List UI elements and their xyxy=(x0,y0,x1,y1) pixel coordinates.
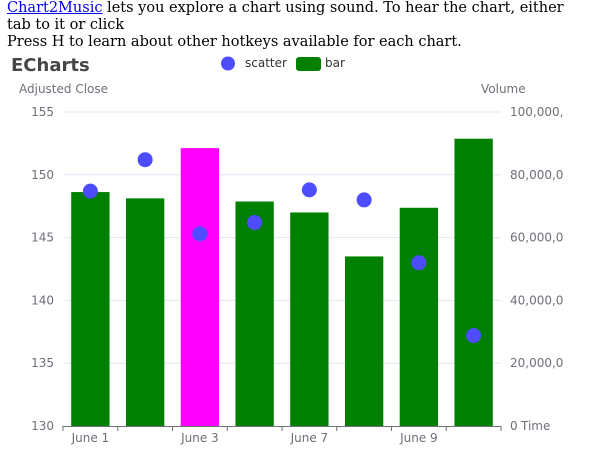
scatter-point[interactable] xyxy=(247,215,263,231)
intro-text: Chart2Music lets you explore a chart usi… xyxy=(7,0,590,51)
bar-series xyxy=(71,138,493,427)
bar[interactable] xyxy=(125,198,165,426)
x-tick-label: June 7 xyxy=(290,431,329,445)
chart2music-link[interactable]: Chart2Music xyxy=(7,0,103,16)
y-left-tick-label: 155 xyxy=(31,105,54,119)
x-tick-label: June 1 xyxy=(71,431,110,445)
scatter-point[interactable] xyxy=(411,255,427,271)
legend-item-scatter[interactable]: scatter xyxy=(221,56,287,71)
scatter-point[interactable] xyxy=(137,152,153,168)
y-right-tick-label: 40,000,0 xyxy=(510,293,563,307)
x-axis-suffix-label: Time xyxy=(520,419,550,433)
scatter-point[interactable] xyxy=(356,192,372,208)
scatter-point[interactable] xyxy=(301,182,317,198)
x-tick-label: June 3 xyxy=(180,431,219,445)
y-right-tick-label: 100,000, xyxy=(510,105,563,119)
y-right-tick-label: 20,000,0 xyxy=(510,356,563,370)
chart-title: ECharts xyxy=(11,55,90,76)
legend-scatter-swatch xyxy=(221,56,235,71)
x-tick-label: June 9 xyxy=(399,431,438,445)
y-axis-right-ticks: 100,000, 80,000,0 60,000,0 40,000,0 20,000,0… xyxy=(510,105,563,433)
legend-item-bar[interactable]: bar xyxy=(296,56,345,71)
bar[interactable] xyxy=(399,207,439,426)
bar[interactable] xyxy=(344,256,384,426)
y-left-tick-label: 145 xyxy=(31,231,54,245)
scatter-series xyxy=(82,152,482,344)
y-left-tick-label: 135 xyxy=(31,356,54,370)
legend-scatter-label: scatter xyxy=(245,56,287,70)
bar[interactable] xyxy=(180,148,220,427)
bar[interactable] xyxy=(454,138,493,426)
scatter-point[interactable] xyxy=(82,183,98,199)
x-axis: June 1 June 3 June 7 June 9 Time xyxy=(62,419,550,445)
y-right-tick-label: 60,000,0 xyxy=(510,231,563,245)
y-left-tick-label: 140 xyxy=(31,293,54,307)
scatter-point[interactable] xyxy=(192,226,208,242)
bar[interactable] xyxy=(290,212,329,426)
legend-bar-label: bar xyxy=(325,56,345,70)
bar[interactable] xyxy=(71,192,110,426)
y-axis-right-label: Volume xyxy=(481,82,526,96)
legend-bar-swatch xyxy=(296,57,321,71)
scatter-point[interactable] xyxy=(466,328,482,344)
y-axis-left-label: Adjusted Close xyxy=(19,82,108,96)
y-left-tick-label: 130 xyxy=(31,419,54,433)
legend: scatter bar xyxy=(221,56,345,71)
intro-line2: Press H to learn about other hotkeys ava… xyxy=(7,34,462,50)
bar[interactable] xyxy=(235,201,274,426)
y-right-tick-label: 0 xyxy=(510,419,518,433)
y-axis-left-ticks: 155 150 145 140 135 130 xyxy=(31,105,54,433)
y-right-tick-label: 80,000,0 xyxy=(510,168,563,182)
intro-line1: lets you explore a chart using sound. To… xyxy=(7,0,564,33)
y-left-tick-label: 150 xyxy=(31,168,54,182)
